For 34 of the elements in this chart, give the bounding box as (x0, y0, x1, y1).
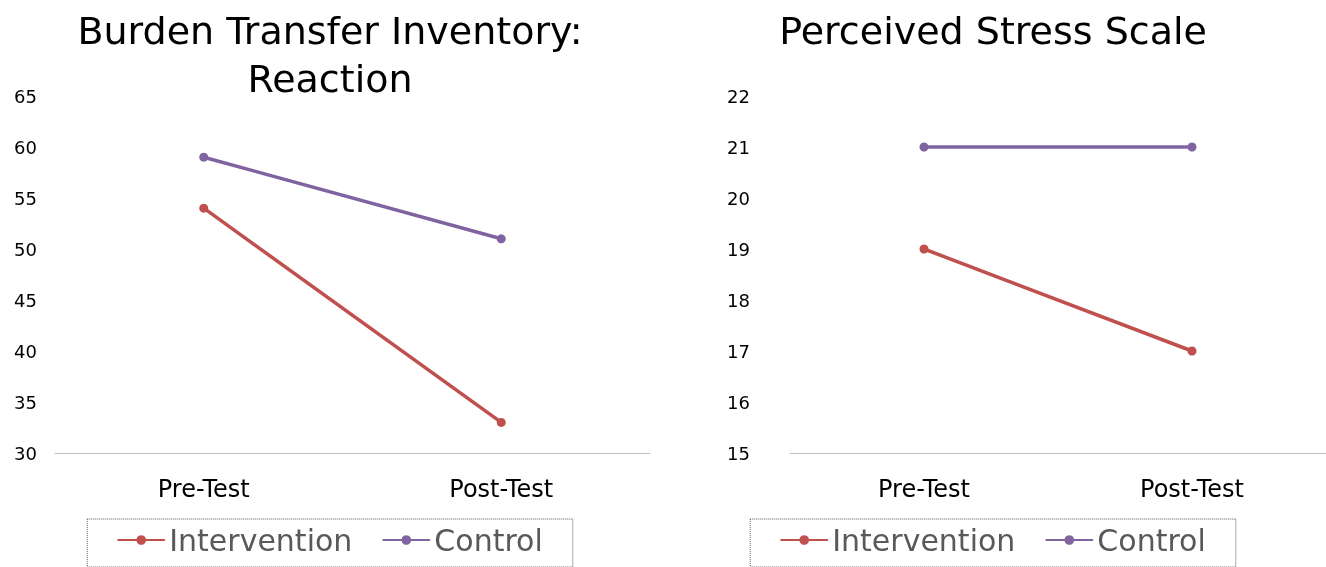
x-tick-label: Post-Test (1140, 475, 1244, 503)
chart-title: Burden Transfer Inventory: Reaction (77, 9, 583, 101)
y-tick-label: 35 (14, 391, 37, 413)
y-tick-label: 17 (727, 340, 750, 362)
x-tick-label: Post-Test (449, 475, 554, 503)
y-tick-label: 22 (727, 85, 750, 107)
y-tick-label: 60 (14, 136, 37, 158)
y-tick-label: 15 (727, 442, 750, 464)
point (919, 142, 929, 152)
y-tick-label: 65 (14, 85, 37, 107)
point (199, 203, 209, 213)
point (199, 152, 209, 162)
y-tick-label: 20 (727, 187, 750, 209)
point (919, 244, 929, 254)
x-tick-label: Pre-Test (157, 475, 250, 503)
point (496, 417, 506, 427)
legend-label: Control (1097, 522, 1206, 558)
point (1187, 346, 1197, 356)
y-tick-label: 21 (727, 136, 750, 158)
y-tick-label: 18 (727, 289, 750, 311)
chart-title: Perceived Stress Scale (779, 9, 1207, 53)
point (496, 234, 506, 244)
y-tick-label: 30 (14, 442, 37, 464)
y-tick-label: 50 (14, 238, 37, 260)
legend-label: Intervention (832, 522, 1016, 558)
y-tick-label: 55 (14, 187, 37, 209)
x-tick-label: Pre-Test (878, 475, 970, 503)
legend-label: Control (434, 522, 543, 558)
point (1187, 142, 1197, 152)
legend-label: Intervention (169, 522, 353, 558)
y-tick-label: 40 (14, 340, 37, 362)
y-tick-label: 19 (727, 238, 750, 260)
y-tick-label: 45 (14, 289, 37, 311)
y-tick-label: 16 (727, 391, 750, 413)
